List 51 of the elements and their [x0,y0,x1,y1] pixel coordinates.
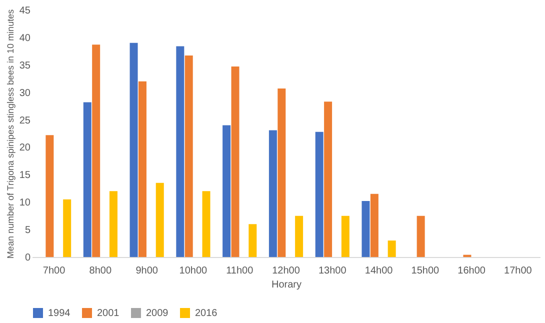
x-tick-label: 12h00 [272,266,300,276]
x-tick-label: 8h00 [89,266,112,276]
bar [184,56,193,257]
y-tick-label: 40 [19,32,31,44]
bar [138,81,146,257]
legend-label: 1994 [48,308,71,319]
bar [222,125,231,257]
bar [388,240,396,257]
legend-label: 2009 [146,308,169,319]
x-tick-label: 9h00 [136,266,158,276]
bar [46,135,54,257]
bar [362,201,370,257]
bar [248,224,257,257]
y-tick-label: 15 [19,170,31,182]
x-tick-label: 16h00 [458,266,486,276]
x-axis-title: Horary [271,280,302,290]
x-tick-label: 7h00 [42,266,66,276]
x-tick-label: 17h00 [504,266,532,276]
bar [416,216,425,257]
y-tick-label: 45 [19,6,31,16]
bar [130,42,138,257]
bar [83,102,92,257]
legend-label: 2001 [97,308,120,319]
y-tick-label: 30 [19,88,31,99]
x-tick-label: 14h00 [364,266,394,276]
bar [156,182,164,257]
legend-label: 2016 [195,308,218,319]
bar [341,216,350,257]
y-tick-label: 25 [19,115,31,126]
x-tick-label: 13h00 [318,266,347,276]
bar [315,132,324,257]
bar [370,194,378,257]
x-tick-label: 11h00 [226,266,254,276]
y-tick-label: 35 [19,60,31,72]
bar [295,216,304,257]
y-tick-label: 20 [19,142,31,154]
bar [324,102,332,257]
y-axis-title: Mean number of Trigona spinipes stingless bees in 10 minutes [5,8,16,259]
bar [202,191,210,257]
bar [268,130,277,257]
y-tick-label: 5 [24,225,31,236]
bar [176,46,184,257]
x-tick-label: 15h00 [411,266,440,276]
x-tick-label: 10h00 [179,266,208,276]
bar [231,66,240,257]
bar [109,191,118,257]
y-tick-label: 10 [19,198,31,209]
bar [92,44,100,257]
y-tick-label: 0 [24,252,31,264]
bar [63,199,72,257]
bar [278,88,286,257]
